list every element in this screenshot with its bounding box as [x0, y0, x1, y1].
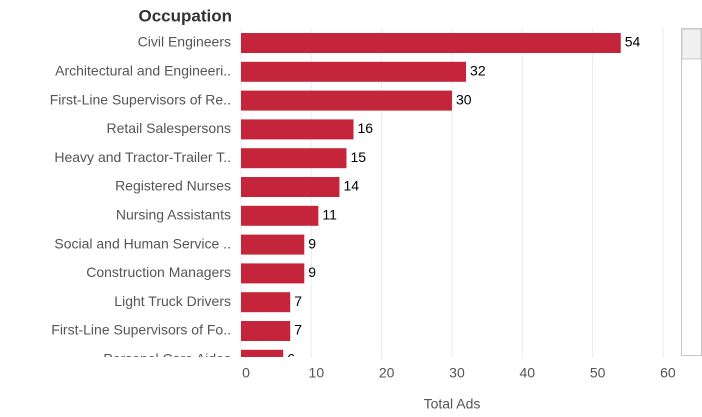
value-label: 6 — [287, 351, 295, 367]
category-label: Architectural and Engineeri.. — [55, 63, 231, 79]
bar — [241, 33, 621, 53]
category-label: First-Line Supervisors of Re.. — [50, 91, 231, 107]
category-label: First-Line Supervisors of Fo.. — [51, 322, 231, 338]
category-label: Social and Human Service .. — [54, 235, 231, 251]
x-tick-label: 20 — [379, 365, 395, 381]
category-label: Civil Engineers — [138, 34, 231, 50]
x-axis-title: Total Ads — [424, 396, 481, 412]
category-label: Light Truck Drivers — [114, 293, 231, 309]
row-header: Occupation — [138, 6, 232, 25]
value-label: 15 — [350, 149, 366, 165]
x-tick-label: 50 — [590, 365, 606, 381]
x-tick-label: 40 — [520, 365, 536, 381]
plot: Civil Engineers 54 Architectural and Engin… — [50, 33, 641, 367]
bar — [241, 61, 467, 82]
bar — [241, 205, 319, 226]
bar — [241, 177, 340, 197]
value-label: 54 — [625, 34, 641, 50]
bar — [241, 349, 284, 357]
category-label: Nursing Assistants — [116, 207, 231, 223]
value-label: 14 — [343, 178, 359, 194]
bar — [241, 90, 452, 111]
value-label: 32 — [470, 63, 486, 79]
value-label: 11 — [322, 207, 337, 223]
category-label: Heavy and Tractor-Trailer T.. — [54, 149, 231, 165]
x-tick-label: 30 — [449, 365, 465, 381]
value-label: 9 — [308, 235, 316, 251]
scrollbar-track[interactable] — [681, 28, 702, 356]
bar — [241, 148, 347, 169]
category-label: Construction Managers — [86, 264, 231, 280]
bar — [241, 292, 291, 313]
bar — [241, 263, 305, 284]
value-label: 7 — [294, 322, 302, 338]
x-tick-label: 60 — [660, 365, 676, 381]
bar — [241, 119, 354, 140]
x-tick-label: 10 — [309, 365, 325, 381]
value-label: 16 — [358, 120, 374, 136]
bar — [241, 234, 305, 255]
bar — [241, 321, 291, 341]
category-label: Retail Salespersons — [106, 120, 231, 136]
category-label: Registered Nurses — [115, 178, 231, 194]
category-label: Personal Care Aides — [103, 351, 231, 367]
value-label: 7 — [294, 293, 302, 309]
x-tick-label: 0 — [242, 365, 250, 381]
value-label: 9 — [308, 264, 316, 280]
scrollbar-thumb[interactable] — [681, 28, 702, 60]
value-label: 30 — [456, 91, 472, 107]
